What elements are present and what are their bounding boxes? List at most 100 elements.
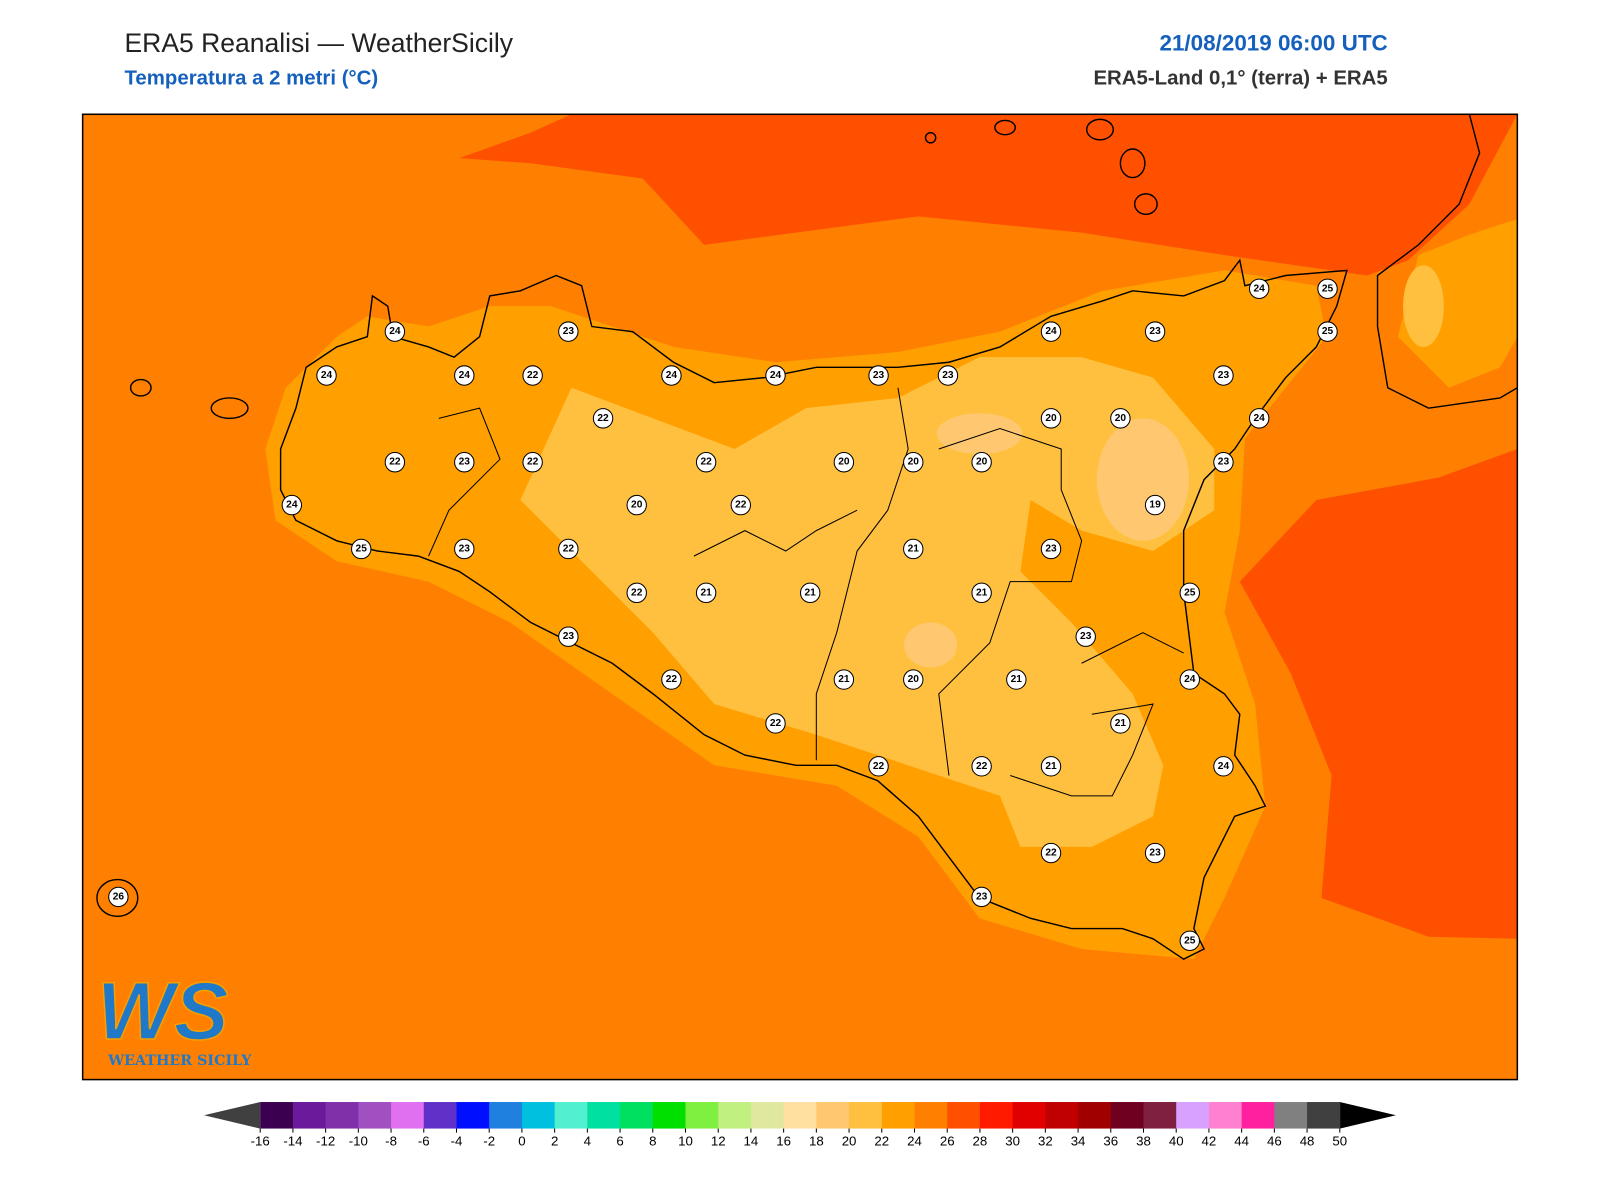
station-value: 21 [838,674,850,685]
colorbar-bin [947,1102,981,1129]
station-dot [661,365,682,386]
station-value: 24 [1254,413,1266,424]
station-value: 24 [321,370,333,381]
station: 20 [1040,408,1062,429]
station-value: 24 [286,500,298,511]
station-dot [971,582,992,604]
colorbar-label: 14 [744,1133,759,1148]
station: 22 [626,582,647,604]
station-value: 22 [563,543,575,554]
colorbar-label: 28 [973,1133,988,1148]
logo: WS WEATHER SICILY [96,965,252,1069]
station: 22 [971,756,992,777]
station-dot [316,365,337,386]
station-dot [799,582,821,604]
colorbar-bin [881,1102,916,1129]
colorbar-bin [750,1102,785,1129]
station-value: 23 [459,457,471,468]
station-dot [1179,669,1200,690]
station: 21 [1110,713,1131,734]
colorbar-label: 22 [874,1133,889,1148]
station-value: 23 [563,631,575,642]
station: 21 [1040,756,1062,777]
station: 23 [1144,842,1166,864]
station: 22 [522,365,543,386]
colorbar-under [204,1102,261,1129]
station-dot [626,582,647,604]
station-dot [558,626,579,647]
station-value: 24 [1045,326,1057,337]
station-value: 22 [631,587,643,598]
station-dot [1213,452,1234,473]
colorbar-label: -8 [385,1133,397,1148]
mild-zone [520,357,1215,847]
station: 26 [108,886,129,908]
colorbar-bin [554,1102,588,1129]
colorbar-bin [652,1102,687,1129]
station-dot [903,538,924,560]
station-dot [971,886,992,908]
colorbar-label: 30 [1005,1133,1020,1148]
station: 20 [971,452,992,473]
station-value: 22 [389,457,401,468]
station-value: 25 [1184,587,1196,598]
colorbar-label: -14 [283,1133,302,1148]
colorbar-label: -16 [251,1133,270,1148]
station-value: 22 [976,761,988,772]
station-dot [1040,408,1062,429]
station: 20 [1110,408,1131,429]
station-value: 25 [1322,283,1334,294]
station-dot [592,408,614,429]
station-dot [1317,278,1338,299]
station-dot [833,452,855,473]
station-value: 23 [1218,370,1230,381]
station: 21 [971,582,992,604]
station: 24 [281,494,303,516]
colorbar-label: 40 [1169,1133,1184,1148]
station-value: 23 [1218,457,1230,468]
colorbar-bin [489,1102,523,1129]
station: 22 [384,452,406,473]
cool-patch [1403,265,1444,347]
station-dot [384,321,406,342]
colorbar-bin [292,1102,327,1129]
colorbar-label: -6 [418,1133,430,1148]
colorbar-bin [260,1102,294,1129]
station-value: 23 [563,326,575,337]
colorbar-bin [1012,1102,1046,1129]
station-dot [765,713,786,734]
colorbar-label: 10 [678,1133,693,1148]
colorbar-label: -4 [451,1133,463,1148]
station: 21 [1006,669,1027,690]
station-dot [1040,321,1062,342]
station: 22 [558,538,579,560]
station-dot [454,452,475,473]
station: 22 [765,713,786,734]
station: 22 [695,452,717,473]
station-dot [522,365,543,386]
station: 22 [522,452,543,473]
station-value: 22 [1045,848,1057,859]
station: 23 [1144,321,1166,342]
colorbar-bin [423,1102,458,1129]
station: 24 [454,365,475,386]
station: 25 [1179,582,1200,604]
colorbar-label: 8 [649,1133,656,1148]
colorbar-bin [456,1102,490,1129]
colorbar-label: 44 [1234,1133,1249,1148]
station-value: 22 [770,718,782,729]
colorbar-bin [685,1102,719,1129]
colorbar-label: 12 [711,1133,726,1148]
station: 23 [1075,626,1096,647]
cool-patch [936,413,1023,455]
station-dot [1144,494,1166,516]
station-value: 20 [908,674,920,685]
colorbar: -16 -14 -12 -10 -8 -6 -4 -2 0 2 4 6 8 10 12 14 16 18 20 22 2… [204,1102,1396,1148]
colorbar-label: 48 [1300,1133,1315,1148]
station-value: 23 [1080,631,1092,642]
station-dot [1213,756,1234,777]
station-value: 23 [976,891,988,902]
station: 20 [903,452,924,473]
station-dot [1248,408,1270,429]
station: 23 [1040,538,1062,560]
